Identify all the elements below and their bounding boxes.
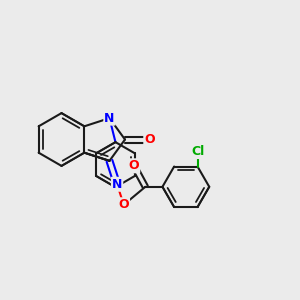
Text: O: O (144, 133, 155, 146)
Text: N: N (104, 112, 115, 124)
Text: Cl: Cl (191, 145, 204, 158)
Text: O: O (118, 198, 129, 211)
Text: O: O (129, 159, 139, 172)
Text: N: N (112, 178, 122, 191)
